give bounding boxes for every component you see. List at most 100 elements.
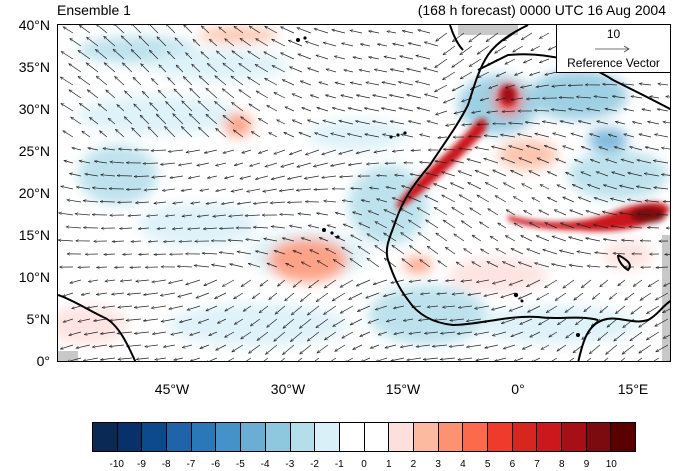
lon-label-45w: 45°W: [154, 381, 190, 397]
wind-vector: [222, 89, 235, 99]
lat-label-20n: 20°N: [18, 185, 50, 201]
wind-vector: [615, 122, 626, 125]
wind-vector: [94, 318, 107, 321]
wind-vector: [382, 82, 396, 86]
wind-vector: [216, 51, 227, 60]
wind-vector: [175, 38, 184, 47]
wind-vector: [449, 344, 464, 347]
wind-vector: [151, 150, 166, 151]
wind-vector: [101, 175, 115, 176]
wind-vector: [401, 134, 413, 138]
wind-vector: [305, 41, 320, 47]
wind-vector: [614, 331, 626, 341]
wind-vector: [547, 196, 558, 203]
reference-vector-label: Reference Vector: [567, 56, 660, 70]
wind-vector: [340, 305, 354, 314]
wind-vector: [361, 200, 371, 203]
wind-vector: [255, 175, 269, 179]
wind-vector: [539, 318, 550, 326]
wind-vector: [345, 357, 354, 361]
wind-vector: [61, 52, 74, 60]
wind-vector: [410, 174, 421, 177]
wind-vector: [570, 210, 584, 216]
wind-vector: [313, 162, 329, 167]
wind-vector: [148, 241, 158, 242]
wind-vector: [136, 280, 149, 281]
wind-vector: [555, 292, 567, 301]
wind-vector: [509, 123, 523, 124]
wind-vector: [231, 76, 244, 86]
wind-vector: [147, 215, 158, 216]
wind-vector: [248, 263, 261, 268]
wind-vector: [603, 357, 609, 361]
wind-vector: [203, 228, 217, 229]
wind-vector: [374, 149, 387, 152]
wind-vector: [565, 305, 575, 313]
wind-vector: [366, 292, 380, 298]
wind-vector: [315, 133, 329, 138]
wind-vector: [661, 148, 670, 150]
wind-vector: [521, 32, 533, 40]
wind-vector: [133, 77, 142, 86]
wind-vector: [436, 32, 448, 41]
wind-vector: [75, 214, 90, 215]
wind-vector: [509, 279, 524, 285]
wind-vector: [625, 292, 635, 300]
colorbar-swatch: [216, 423, 242, 451]
wind-vector: [408, 43, 422, 47]
wind-vector: [407, 69, 422, 73]
wind-vector: [502, 261, 516, 268]
wind-vector: [301, 261, 312, 268]
wind-vector: [440, 358, 455, 360]
wind-vector: [631, 96, 642, 99]
wind-vector: [335, 213, 346, 216]
wind-vector: [247, 188, 260, 192]
wind-vector: [547, 171, 558, 177]
wind-vector: [144, 189, 158, 190]
wind-vector: [87, 305, 98, 308]
wind-vector: [350, 30, 362, 34]
wind-vector: [182, 101, 193, 112]
colorbar-tick-label: 3: [435, 459, 441, 470]
wind-vector: [263, 188, 277, 192]
wind-vector: [331, 133, 346, 138]
lon-label-15e: 15°E: [617, 381, 649, 397]
wind-vector: [347, 134, 363, 138]
wind-vector: [539, 58, 550, 63]
wind-vector: [281, 52, 295, 60]
coastlines: [58, 25, 670, 361]
wind-vector: [251, 131, 261, 138]
wind-vector: [113, 25, 125, 34]
wind-vector: [289, 149, 303, 155]
wind-vector: [274, 92, 286, 99]
wind-vector: [176, 65, 184, 73]
colorbar-tick-label: 0: [361, 459, 367, 470]
wind-vector: [608, 134, 618, 138]
wind-vector: [584, 305, 592, 312]
wind-vector: [156, 114, 167, 125]
wind-vector: [553, 133, 567, 138]
wind-vector: [130, 25, 142, 34]
wind-vector: [658, 84, 668, 85]
wind-vector: [417, 185, 431, 190]
wind-vector: [633, 279, 643, 287]
wind-vector: [331, 162, 345, 166]
wind-vector: [258, 118, 269, 125]
wind-vector: [614, 147, 626, 151]
wind-vector: [581, 279, 592, 288]
wind-vector: [143, 292, 158, 295]
wind-vector: [69, 64, 82, 73]
wind-vector: [359, 222, 371, 229]
wind-vector: [314, 357, 320, 361]
colorbar-swatch: [438, 423, 464, 451]
wind-vector: [115, 76, 125, 86]
colorbar-swatch: [142, 423, 168, 451]
wind-vector: [277, 279, 286, 286]
wind-vector: [160, 163, 175, 165]
wind-vector: [96, 25, 108, 34]
wind-vector: [511, 97, 523, 100]
wind-vector: [435, 58, 448, 68]
wind-vector: [154, 254, 166, 255]
wind-vector: [199, 76, 210, 86]
wind-vector: [416, 81, 431, 86]
